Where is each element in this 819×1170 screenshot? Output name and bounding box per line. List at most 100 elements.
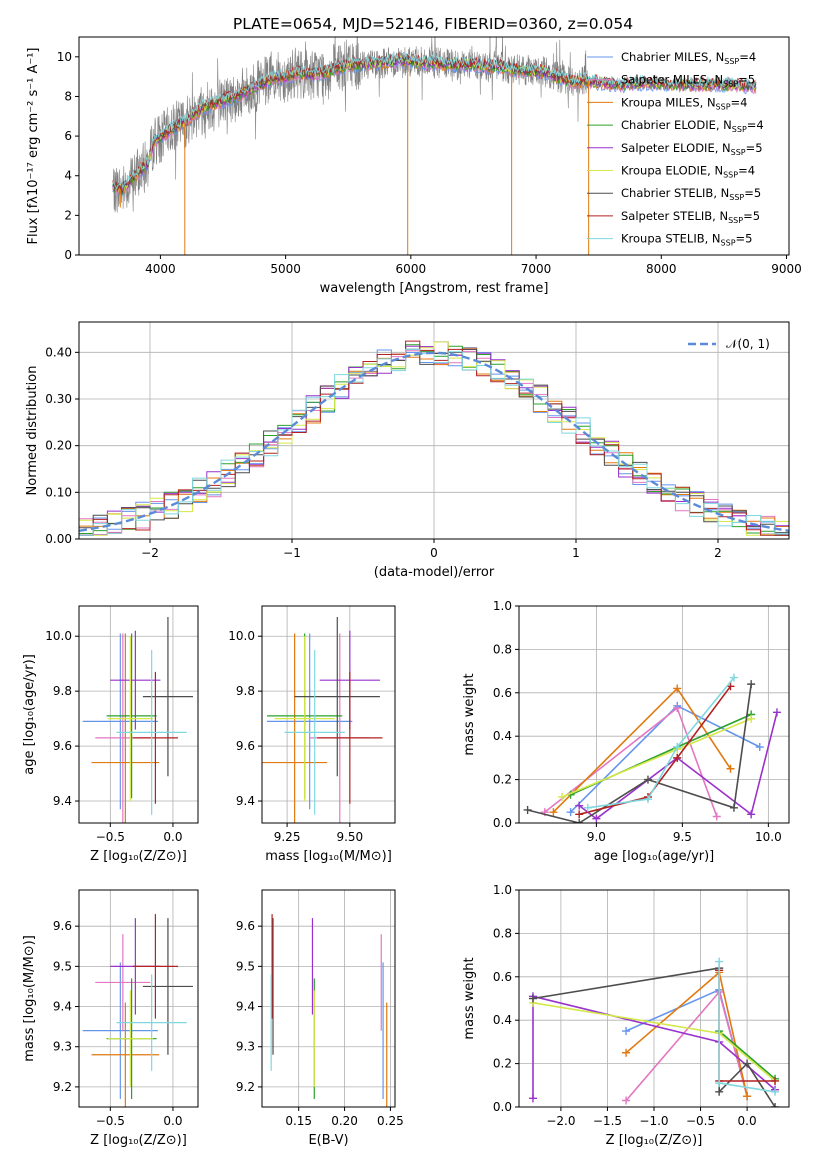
weight-marker [622, 1096, 631, 1105]
y-tick-label: 9.5 [53, 959, 72, 973]
errorbar-point [132, 671, 178, 804]
x-tick-label: 4000 [145, 262, 176, 276]
x-tick-label: −2 [141, 546, 159, 560]
x-tick-label: 9.5 [673, 830, 692, 844]
legend: Chabrier MILES, NSSP=4 Salpeter MILES, NS… [587, 50, 764, 248]
y-tick-label: 0.6 [493, 686, 512, 700]
x-tick-label: 0.0 [163, 1114, 182, 1128]
legend-subscript: SSP [728, 216, 743, 225]
weight-line [718, 1030, 776, 1080]
weight-marker [575, 810, 584, 819]
plot-area [79, 340, 789, 536]
y-tick-label: 10.0 [45, 629, 72, 643]
weight-marker [771, 1076, 780, 1085]
weight-marker [592, 814, 601, 823]
legend-label: Salpeter ELODIE, NSSP=5 [621, 141, 763, 157]
y-tick-label: 9.4 [53, 1000, 72, 1014]
weight-marker [712, 812, 721, 821]
weight-series [575, 682, 735, 819]
y-tick-label: 10.0 [228, 629, 255, 643]
weight-marker [673, 743, 682, 752]
plot-area [82, 616, 193, 823]
y-tick-label: 0.8 [493, 926, 512, 940]
weight-marker [523, 805, 532, 814]
histogram-step [79, 340, 789, 536]
y-tick-label: 9.5 [236, 959, 255, 973]
x-tick-label: −1.5 [593, 1114, 622, 1128]
legend-label: Chabrier MILES, NSSP=4 [621, 50, 756, 66]
legend-label: Chabrier ELODIE, NSSP=4 [621, 118, 764, 134]
errorbar-point [274, 636, 335, 802]
legend-nssp: =5 [743, 209, 760, 223]
errorbar-point [91, 1002, 160, 1107]
weight-marker [771, 1103, 780, 1107]
x-axis-label: Z [log₁₀(Z/Z⊙)] [90, 849, 187, 864]
weight-line [578, 712, 778, 820]
errorbar-point [91, 633, 160, 823]
weight-series [549, 684, 735, 817]
errorbar-point [82, 633, 158, 810]
legend-subscript: SSP [732, 125, 747, 134]
legend-subscript: SSP [729, 193, 744, 202]
model-line [112, 55, 757, 195]
weight-marker [566, 808, 575, 817]
weight-marker [729, 803, 738, 812]
panel-z-mass: −0.5 0.0 9.2 9.3 9.4 9.5 9.6 Z [log₁₀(Z/Z⊙)] mas… [22, 889, 199, 1148]
legend-nssp: =5 [746, 141, 763, 155]
panel-spectrum: 4000 5000 6000 7000 8000 9000 0 2 4 6 8 10 wavelengt… [26, 36, 802, 296]
y-axis-label: mass weight [462, 957, 477, 1039]
errorbar-point [107, 990, 153, 1087]
model-line [112, 54, 757, 193]
x-axis-label: mass [log₁₀(M/M⊙)] [265, 849, 392, 864]
weight-marker [575, 819, 584, 823]
errorbar-point [267, 633, 353, 810]
weight-marker [772, 708, 781, 717]
legend-subscript: SSP [721, 239, 736, 248]
weight-marker [673, 684, 682, 693]
weight-series [523, 680, 756, 823]
y-tick-label: 0.20 [45, 439, 72, 453]
x-axis-label: age [log₁₀(age/yr)] [594, 849, 715, 864]
errorbar-point [142, 918, 193, 1055]
weight-line [552, 687, 732, 813]
y-tick-label: 0.30 [45, 392, 72, 406]
y-axis-label: Flux [fλ10⁻¹⁷ erg cm⁻² s⁻¹ A⁻¹] [26, 48, 41, 245]
y-tick-label: 0.00 [45, 532, 72, 546]
y-tick-label: 0.4 [493, 1013, 512, 1027]
legend-subscript: SSP [716, 102, 731, 111]
y-tick-label: 1.0 [493, 599, 512, 613]
y-tick-label: 6 [64, 129, 72, 143]
weight-series [715, 957, 780, 1096]
axes-frame [78, 36, 790, 256]
panel-z-age: −0.5 0.0 9.4 9.6 9.8 10.0 Z [log₁₀(Z/Z⊙)] age [… [22, 605, 199, 864]
x-tick-label: −1.0 [639, 1114, 668, 1128]
x-tick-label: −0.5 [686, 1114, 715, 1128]
y-tick-label: 1.0 [493, 883, 512, 897]
errorbar-point [284, 649, 345, 815]
errorbar-point [116, 649, 187, 815]
weight-marker [643, 795, 652, 804]
y-tick-label: 0.10 [45, 485, 72, 499]
x-tick-label: 10.0 [755, 830, 782, 844]
x-tick-label: 9.50 [336, 830, 363, 844]
weight-line [570, 704, 761, 813]
legend-label: Chabrier STELIB, NSSP=5 [621, 186, 761, 202]
weight-marker [673, 703, 682, 712]
y-tick-label: 0.2 [493, 1057, 512, 1071]
x-axis-label: Z [log₁₀(Z/Z⊙)] [90, 1133, 187, 1148]
x-tick-label: 0 [430, 546, 438, 560]
y-axis-label: mass weight [462, 673, 477, 755]
x-tick-label: 0.0 [163, 830, 182, 844]
plot-area [112, 37, 757, 255]
plot-area [270, 914, 388, 1107]
y-tick-label: 9.3 [236, 1040, 255, 1054]
x-tick-label: −0.5 [96, 1114, 125, 1128]
y-tick-label: 9.3 [53, 1040, 72, 1054]
weight-marker [557, 792, 566, 801]
y-tick-label: 0.4 [493, 729, 512, 743]
weight-marker [743, 1092, 752, 1101]
weight-marker [622, 1027, 631, 1036]
weight-series [528, 964, 780, 1107]
y-tick-label: 9.6 [236, 739, 255, 753]
